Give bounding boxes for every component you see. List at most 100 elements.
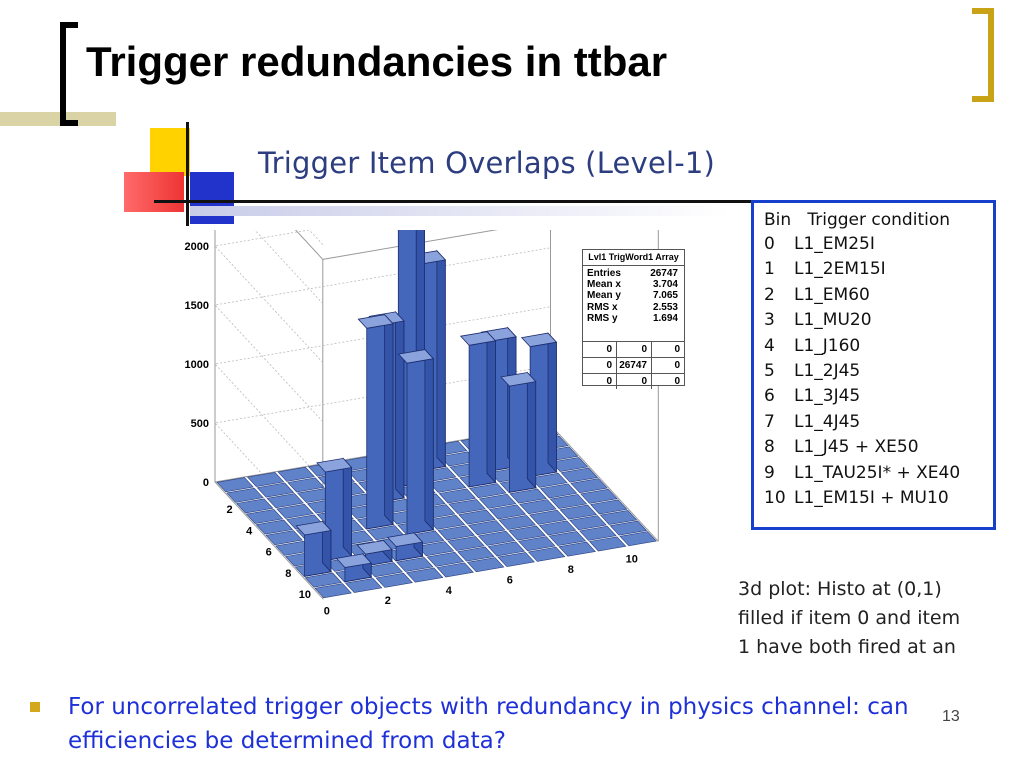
- floor-tile: [599, 510, 638, 525]
- bar-face-top: [356, 540, 393, 555]
- y-tick-label: 2: [226, 504, 232, 516]
- floor-tile: [277, 466, 315, 482]
- floor-tile: [539, 483, 578, 499]
- floor-tile: [265, 530, 303, 546]
- stats-grid-cell: 0: [674, 360, 680, 371]
- stats-grid-cell: 0: [583, 374, 617, 389]
- z-tick-label: 2000: [185, 241, 209, 253]
- floor-tile: [468, 520, 506, 536]
- chart-labels: 250020001500100050002468100246810: [185, 241, 638, 618]
- y-tick-label: 6: [266, 547, 272, 559]
- floor-tile: [560, 467, 599, 483]
- bar-face-side: [547, 332, 557, 474]
- legend-condition: L1_TAU25I* + XE40: [794, 462, 961, 483]
- note-line: filled if item 0 and item: [738, 607, 961, 629]
- bar-face-top: [459, 331, 497, 346]
- legend-row: 0 L1_EM25I: [764, 232, 993, 257]
- z-gridline: [214, 230, 324, 363]
- lego-bar: [500, 371, 537, 493]
- floor-tile: [498, 515, 536, 530]
- stat-row-entries: Entries 26747: [583, 268, 684, 279]
- legend-bin: 5: [764, 361, 775, 382]
- bar-face-top: [335, 553, 372, 568]
- lego-bar: [459, 330, 497, 488]
- floor-tile: [416, 541, 455, 557]
- floor-tile: [609, 520, 648, 536]
- floor-tile: [588, 536, 627, 552]
- floor-tile: [619, 531, 657, 547]
- floor-tile: [478, 493, 517, 509]
- legend-condition: L1_EM15I + MU10: [794, 488, 949, 509]
- deco-fade-line: [190, 206, 730, 216]
- floor-tile: [236, 498, 274, 514]
- legend-bin: 0: [764, 234, 775, 254]
- legend-condition: L1_J160: [794, 335, 861, 356]
- stat-row-mean-y: Mean y 7.065: [583, 290, 684, 301]
- bar-face-top: [397, 349, 435, 364]
- bullet-square-icon: [30, 702, 40, 712]
- floor-tile: [559, 504, 597, 520]
- floor-tile: [508, 525, 546, 541]
- floor-tile: [396, 557, 434, 572]
- bar-face-top: [500, 372, 537, 387]
- bar-face-top: [295, 520, 332, 536]
- floor-tile: [314, 583, 352, 599]
- stat-value: 26747: [650, 268, 678, 279]
- legend-row: 1 L1_2EM15I: [764, 257, 993, 282]
- lego-bar: [386, 531, 424, 562]
- x-tick-label: 0: [324, 606, 330, 618]
- trigger-legend-box: Bin Trigger condition 0 L1_EM25I 1 L1_2EM1…: [751, 200, 996, 530]
- floor-tile: [570, 478, 608, 494]
- floor-tile: [256, 482, 295, 498]
- floor-tile: [569, 515, 607, 531]
- floor-tile: [509, 488, 547, 504]
- stats-grid-row: 0 26747 0: [583, 357, 684, 373]
- stat-row-rms-y: RMS y 1.694: [583, 313, 684, 324]
- legend-bin: 6: [764, 386, 775, 407]
- legend-row: 10 L1_EM15I + MU10: [764, 486, 993, 511]
- floor-tile: [538, 520, 577, 536]
- floor-tile: [344, 578, 383, 593]
- floor-tile: [527, 546, 566, 562]
- plot-note: 3d plot: Histo at (0,1) filled if item 0…: [738, 575, 998, 662]
- deco-vertical-line: [186, 122, 189, 226]
- stat-value: 2.553: [652, 301, 678, 313]
- stats-grid-cell: 26747: [617, 358, 652, 373]
- floor-tile: [447, 536, 485, 551]
- floor-tile: [529, 509, 567, 525]
- floor-tile: [266, 493, 304, 509]
- floor-tile: [488, 504, 527, 520]
- legend-row: 6 L1_3J45: [764, 384, 993, 409]
- floor-tile: [590, 499, 628, 515]
- floor-tile: [549, 494, 588, 509]
- legend-bin: 8: [764, 437, 775, 458]
- floor-tile: [579, 525, 617, 541]
- bar-face-side: [486, 330, 496, 484]
- legend-bin: 9: [764, 462, 775, 483]
- stat-value: 3.704: [652, 279, 678, 291]
- deco-blue-block: [190, 172, 234, 224]
- floor-tile: [497, 552, 535, 567]
- title-underline: [0, 112, 116, 126]
- stats-grid-cell: 0: [617, 374, 652, 389]
- deco-yellow-block: [150, 128, 190, 176]
- floor-tile: [226, 487, 264, 503]
- stats-grid-cell: 0: [674, 376, 680, 387]
- floor-tile: [375, 572, 413, 588]
- legend-row: 8 L1_J45 + XE50: [764, 435, 993, 460]
- legend-condition: L1_J45 + XE50: [794, 437, 919, 458]
- right-bracket-icon: [972, 8, 994, 102]
- page-number: 13: [942, 708, 960, 725]
- floor-tile: [550, 457, 589, 472]
- z-gridline: [254, 230, 324, 304]
- stat-label: Mean x: [587, 279, 621, 291]
- bar-face-top: [386, 532, 424, 547]
- legend-row: 9 L1_TAU25I* + XE40: [764, 461, 993, 486]
- legend-row: 2 L1_EM60: [764, 283, 993, 308]
- floor-tile: [246, 472, 285, 487]
- x-tick-label: 2: [385, 595, 391, 607]
- x-tick-label: 4: [446, 585, 453, 597]
- floor-tile: [548, 531, 587, 546]
- stats-grid-cell: 0: [617, 342, 652, 357]
- floor-tile: [487, 541, 526, 557]
